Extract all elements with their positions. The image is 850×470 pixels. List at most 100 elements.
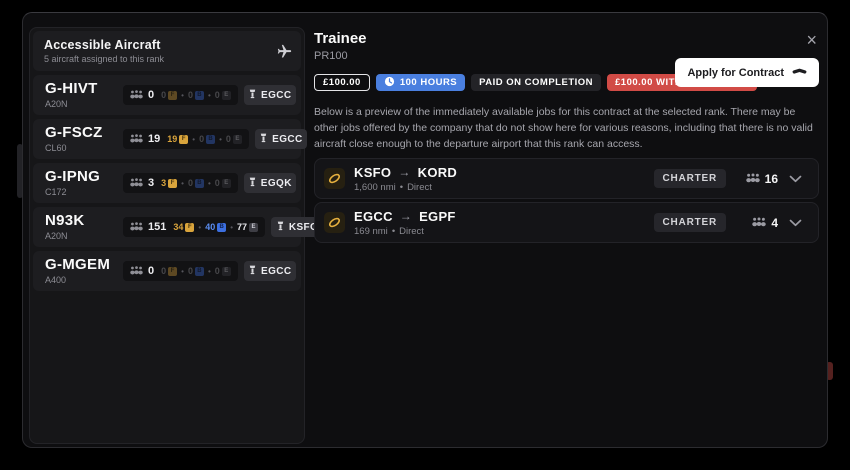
seat-class-economy-icon: E [221,266,231,276]
aircraft-panel-header: Accessible Aircraft 5 aircraft assigned … [33,31,301,71]
separator-dot: • [181,178,184,188]
seat-class-group: 0 B [199,134,216,144]
seat-class-count: 0 [214,178,220,188]
aircraft-location-code: EGCC [261,89,292,101]
aircraft-panel-subtitle: 5 aircraft assigned to this rank [44,54,165,64]
seat-class-count: 19 [167,134,178,144]
chevron-down-icon[interactable] [789,219,802,227]
aircraft-location-code: EGCC [272,133,303,145]
aircraft-location-badge: EGCC [254,129,307,149]
seat-class-group: 19 F [167,134,189,144]
tower-icon [259,132,268,146]
aircraft-pax-total: 19 [148,133,161,145]
background-remnant-left [17,144,23,198]
separator-dot: • [399,181,404,193]
aircraft-location-code: EGCC [261,265,292,277]
aircraft-identity: G-IPNG C172 [45,169,123,197]
passengers-icon [130,262,143,280]
aircraft-pax-stats: 0 0 F • 0 B • 0 E [123,85,238,105]
aircraft-location-code: EGQK [260,177,292,189]
separator-dot: • [207,266,211,276]
seat-class-first-icon: F [185,222,195,232]
aircraft-row[interactable]: G-FSCZ CL60 19 19 F • 0 B • 0 [33,119,307,159]
separator-dot: • [207,90,211,100]
job-type-badge: CHARTER [653,169,726,189]
completion-badge-label: PAID ON COMPLETION [479,77,594,88]
pay-badge-label: £100.00 [323,77,361,88]
aircraft-registration: G-MGEM [45,256,111,273]
chevron-down-icon[interactable] [789,175,802,183]
aircraft-registration: G-HIVT [45,80,98,97]
aircraft-pax-total: 0 [148,265,155,277]
aircraft-row[interactable]: G-MGEM A400 0 0 F • 0 B • 0 E [33,251,301,291]
route-arrow-icon: → [399,209,413,224]
passengers-icon [752,216,767,230]
aircraft-identity: G-MGEM A400 [45,257,123,285]
seat-class-count: 0 [161,266,167,276]
aircraft-pax-total: 0 [148,89,155,101]
seat-class-group: 0 E [215,90,231,100]
job-route: EGCC → EGPF 169 nmi • Direct [354,209,456,237]
seat-class-business-icon: B [217,222,227,232]
job-pax-count: 16 [764,171,778,186]
clock-icon [384,76,395,90]
passengers-icon [130,174,143,192]
seat-class-economy-icon: E [221,90,231,100]
seat-class-count: 34 [173,222,184,232]
background-remnant-right [826,362,833,380]
close-icon[interactable]: × [806,30,817,50]
seat-class-count: 0 [187,178,193,188]
seat-class-group: 40 B [205,222,227,232]
aircraft-pax-total: 151 [148,221,167,233]
seat-class-economy-icon: E [249,222,259,232]
seat-class-economy-icon: E [221,178,231,188]
aircraft-pax-stats: 19 19 F • 0 B • 0 E [123,129,249,149]
job-mode: Direct [407,181,432,193]
aircraft-type: A20N [45,99,68,109]
job-type-badge: CHARTER [653,213,726,233]
aircraft-row[interactable]: N93K A20N 151 34 F • 40 B • 77 [33,207,324,247]
job-mode: Direct [399,225,424,237]
aircraft-row[interactable]: G-HIVT A20N 0 0 F • 0 B • 0 E [33,75,301,115]
aircraft-location-badge: EGCC [243,85,296,105]
tower-icon [248,88,257,102]
job-origin: KSFO [354,164,392,180]
aircraft-pax-stats: 3 3 F • 0 B • 0 E [123,173,238,193]
aircraft-registration: N93K [45,212,85,229]
separator-dot: • [198,222,202,232]
tower-icon [248,264,257,278]
contract-code: PR100 [314,50,348,62]
apply-for-contract-button[interactable]: Apply for Contract [675,58,819,87]
route-arrow-icon: → [398,165,411,180]
seat-class-group: 77 E [237,222,259,232]
seat-class-count: 0 [214,266,220,276]
job-distance: 169 nmi [354,225,388,237]
job-row[interactable]: EGCC → EGPF 169 nmi • Direct CHARTER 4 [314,202,819,244]
job-pax: 4 [740,216,778,230]
aircraft-row[interactable]: G-IPNG C172 3 3 F • 0 B • 0 E [33,163,301,203]
seat-class-count: 0 [199,134,205,144]
job-row[interactable]: KSFO → KORD 1,600 nmi • Direct CHARTER 1… [314,158,819,200]
seat-class-group: 34 F [173,222,195,232]
separator-dot: • [230,222,234,232]
contract-title: Trainee [314,30,367,47]
pay-badge: £100.00 [314,74,370,91]
seat-class-business-icon: B [194,266,204,276]
plane-icon [272,43,293,59]
passengers-icon [130,218,143,236]
separator-dot: • [207,178,211,188]
hours-badge: 100 HOURS [375,74,466,91]
seat-class-first-icon: F [168,178,178,188]
seat-class-group: 0 E [226,134,242,144]
company-logo-icon [324,212,345,234]
aircraft-type: A20N [45,231,68,241]
company-logo-icon [324,168,345,190]
separator-dot: • [181,266,184,276]
separator-dot: • [219,134,222,144]
job-list: KSFO → KORD 1,600 nmi • Direct CHARTER 1… [314,158,819,244]
seat-class-group: 0 F [161,266,178,276]
seat-class-group: 0 B [188,90,204,100]
seat-class-count: 0 [187,266,193,276]
seat-class-count: 3 [161,178,167,188]
